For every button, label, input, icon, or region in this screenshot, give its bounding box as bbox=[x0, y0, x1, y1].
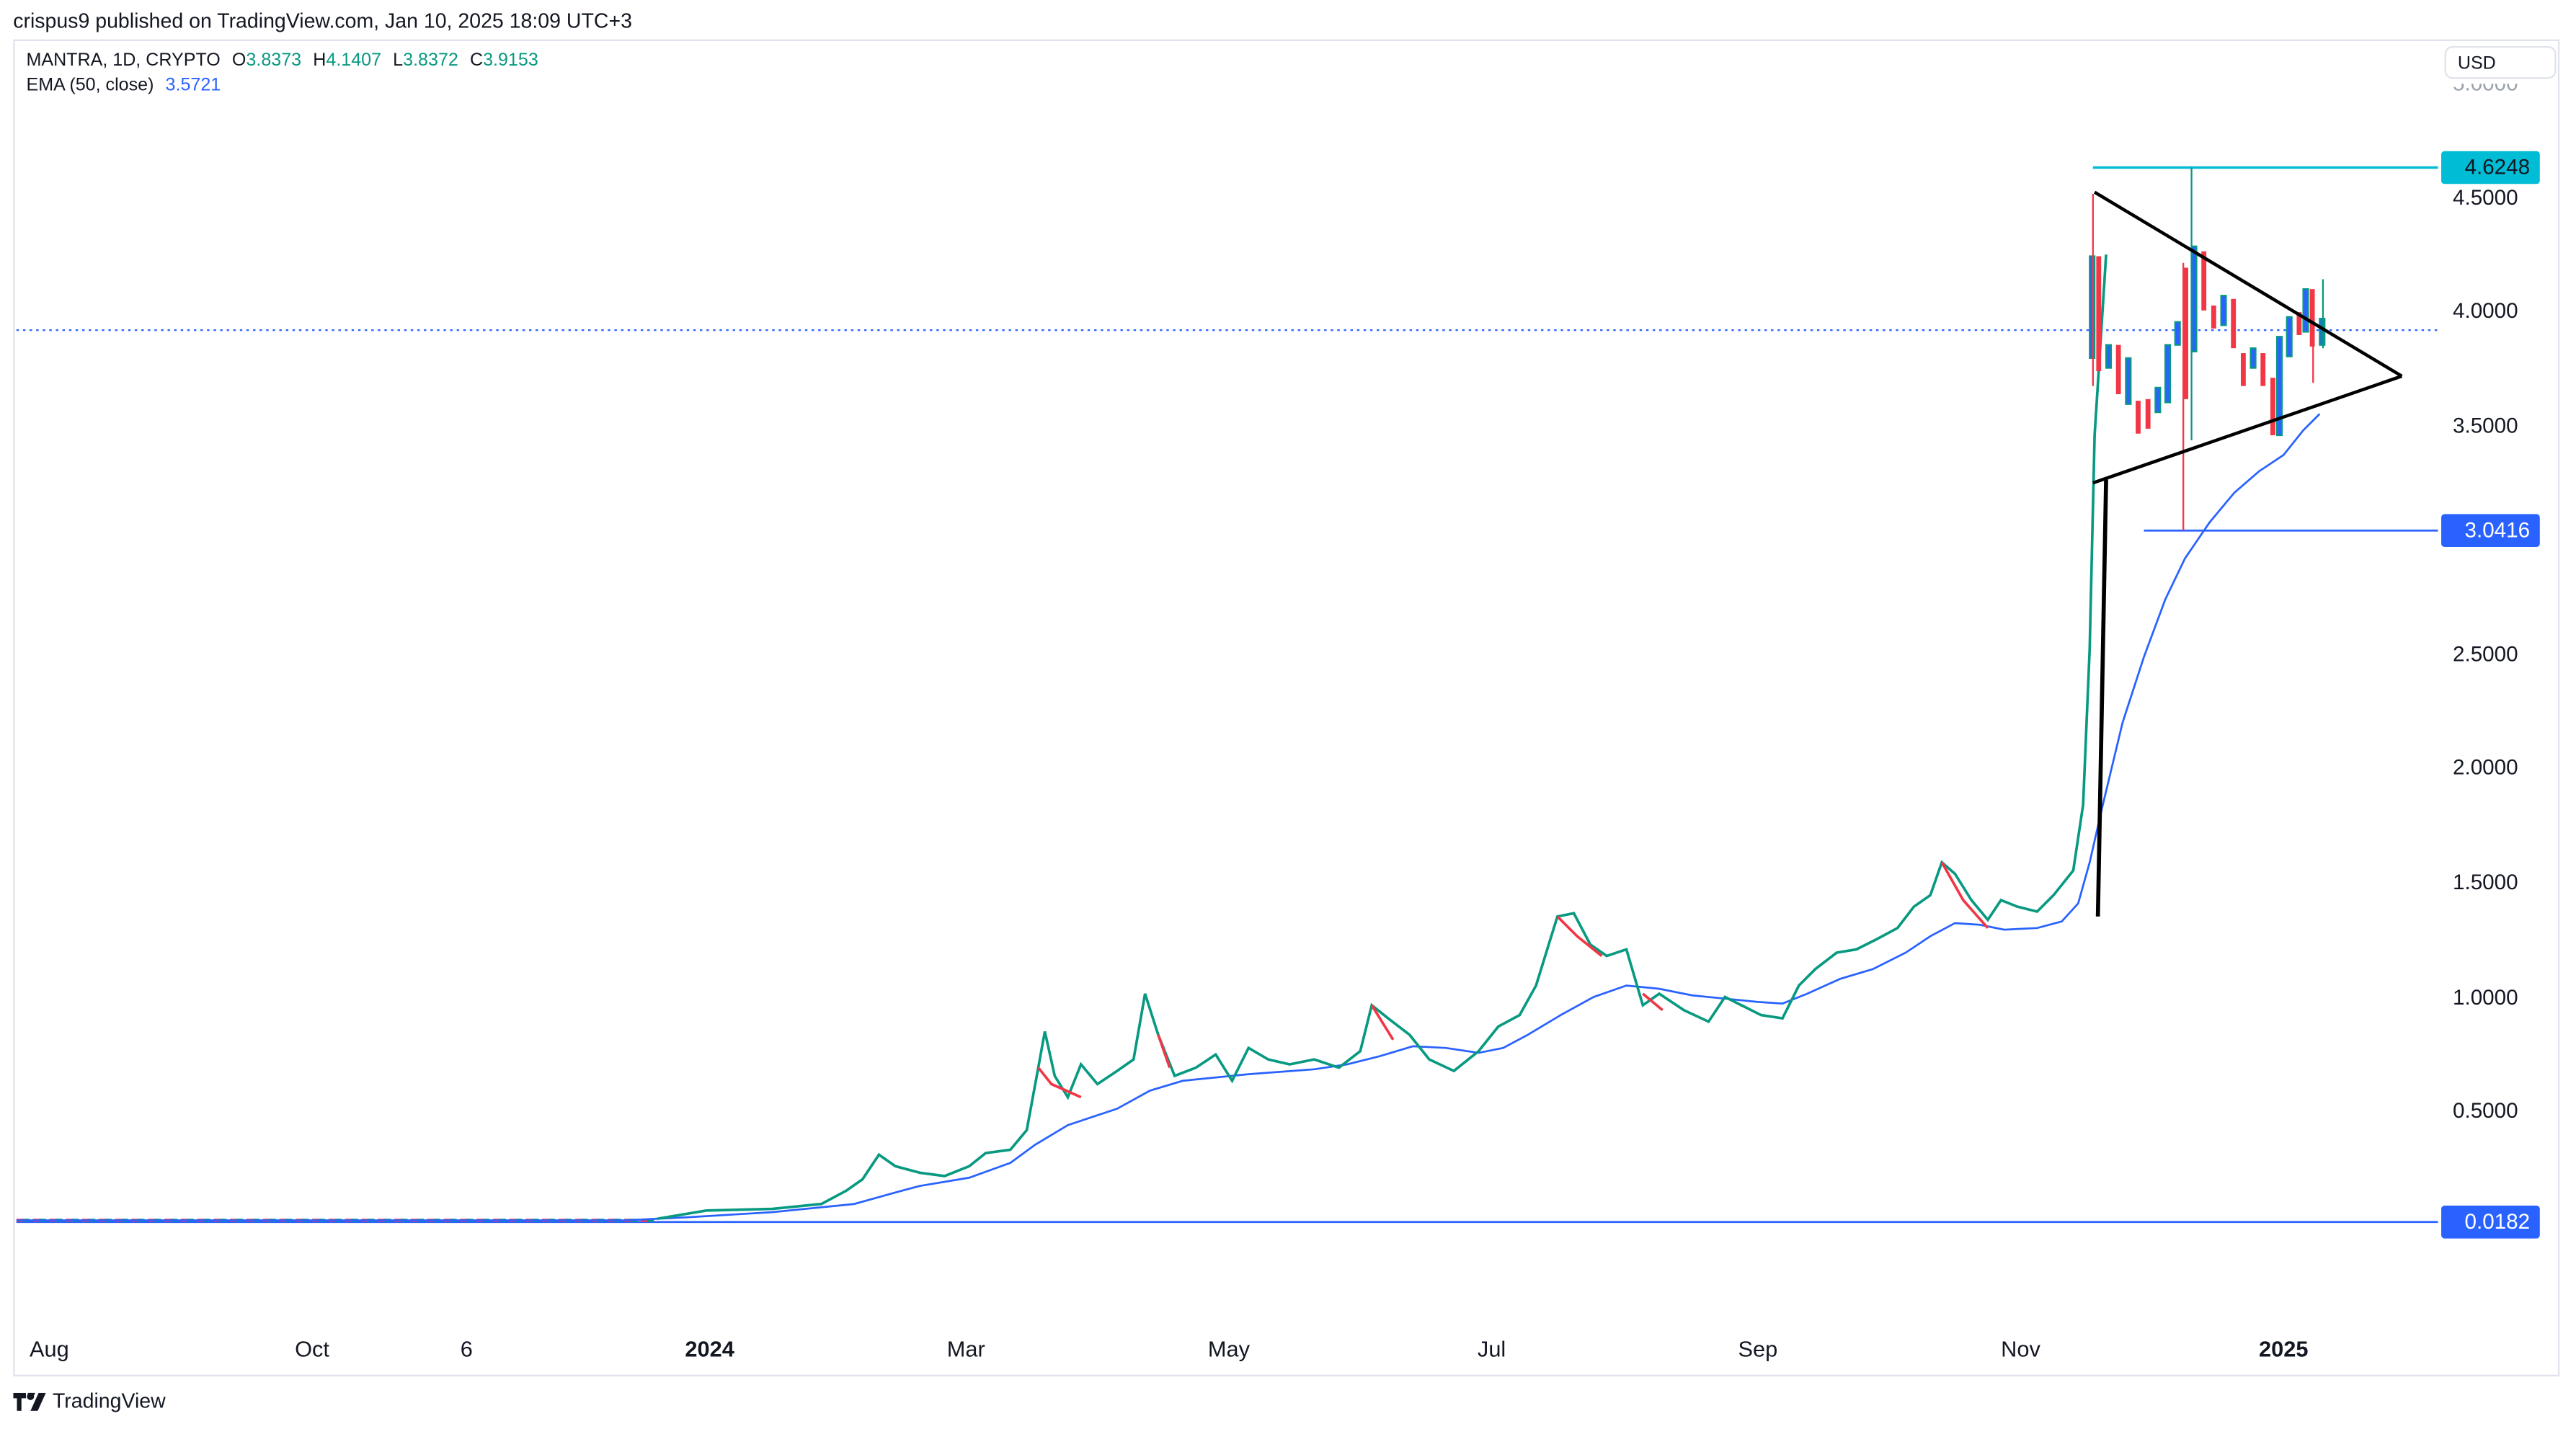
pennant-candles bbox=[2089, 167, 2326, 531]
x-tick-aug: Aug bbox=[29, 1337, 69, 1362]
x-tick-oct: Oct bbox=[295, 1337, 330, 1362]
x-tick-nov: Nov bbox=[2001, 1337, 2040, 1362]
ema-50-line[interactable] bbox=[16, 413, 2321, 1221]
ema-value: 3.5721 bbox=[165, 75, 221, 96]
y-tick-1-0: 1.0000 bbox=[2452, 984, 2518, 1010]
x-tick-jul: Jul bbox=[1477, 1337, 1506, 1362]
x-tick-sep: Sep bbox=[1738, 1337, 1778, 1362]
pennant-lower-trendline bbox=[2092, 374, 2403, 485]
y-tick-2-5: 2.5000 bbox=[2452, 641, 2518, 667]
tradingview-wordmark: TradingView bbox=[52, 1389, 166, 1413]
x-tick-6: 6 bbox=[460, 1337, 473, 1362]
tradingview-logo[interactable]: TradingView bbox=[13, 1389, 166, 1412]
flagpole-line bbox=[2095, 479, 2108, 917]
ema-label: EMA (50, close) bbox=[26, 75, 154, 96]
pennant-upper-trendline bbox=[2093, 190, 2403, 378]
ohlc-row: MANTRA, 1D, CRYPTO O3.8373 H4.1407 L3.83… bbox=[26, 50, 538, 71]
symbol-label: MANTRA, 1D, CRYPTO bbox=[26, 50, 221, 71]
y-tick-0-5: 0.5000 bbox=[2452, 1098, 2518, 1123]
published-header: crispus9 published on TradingView.com, J… bbox=[13, 9, 632, 33]
y-tick-2-0: 2.0000 bbox=[2452, 754, 2518, 780]
y-tick-5: 5.0000 bbox=[2453, 84, 2518, 97]
tradingview-logo-icon bbox=[13, 1392, 46, 1410]
chart-legend: MANTRA, 1D, CRYPTO O3.8373 H4.1407 L3.83… bbox=[26, 49, 544, 98]
x-tick-2025: 2025 bbox=[2258, 1337, 2309, 1362]
low-value: 3.8372 bbox=[403, 50, 458, 71]
pennant-pattern[interactable] bbox=[2092, 190, 2403, 917]
high-value: 4.1407 bbox=[326, 50, 382, 71]
x-tick-may: May bbox=[1207, 1337, 1250, 1362]
base-price-label: 0.0182 bbox=[2441, 1206, 2540, 1239]
ema-row[interactable]: EMA (50, close) 3.5721 bbox=[26, 74, 544, 99]
y-tick-3-5: 3.5000 bbox=[2452, 413, 2518, 438]
y-tick-4-0: 4.0000 bbox=[2452, 298, 2518, 323]
x-tick-mar: Mar bbox=[946, 1337, 985, 1362]
resistance-price-label: 4.6248 bbox=[2441, 151, 2540, 184]
currency-button[interactable]: USD bbox=[2444, 45, 2557, 79]
x-tick-2024: 2024 bbox=[685, 1337, 734, 1362]
y-tick-1-5: 1.5000 bbox=[2452, 869, 2518, 895]
close-value: 3.9153 bbox=[483, 50, 538, 71]
y-tick-4-5: 4.5000 bbox=[2452, 184, 2518, 210]
open-value: 3.8373 bbox=[246, 50, 302, 71]
support-price-label: 3.0416 bbox=[2441, 514, 2540, 548]
chart-frame[interactable] bbox=[13, 39, 2560, 1377]
price-candles[interactable] bbox=[657, 167, 2326, 1221]
